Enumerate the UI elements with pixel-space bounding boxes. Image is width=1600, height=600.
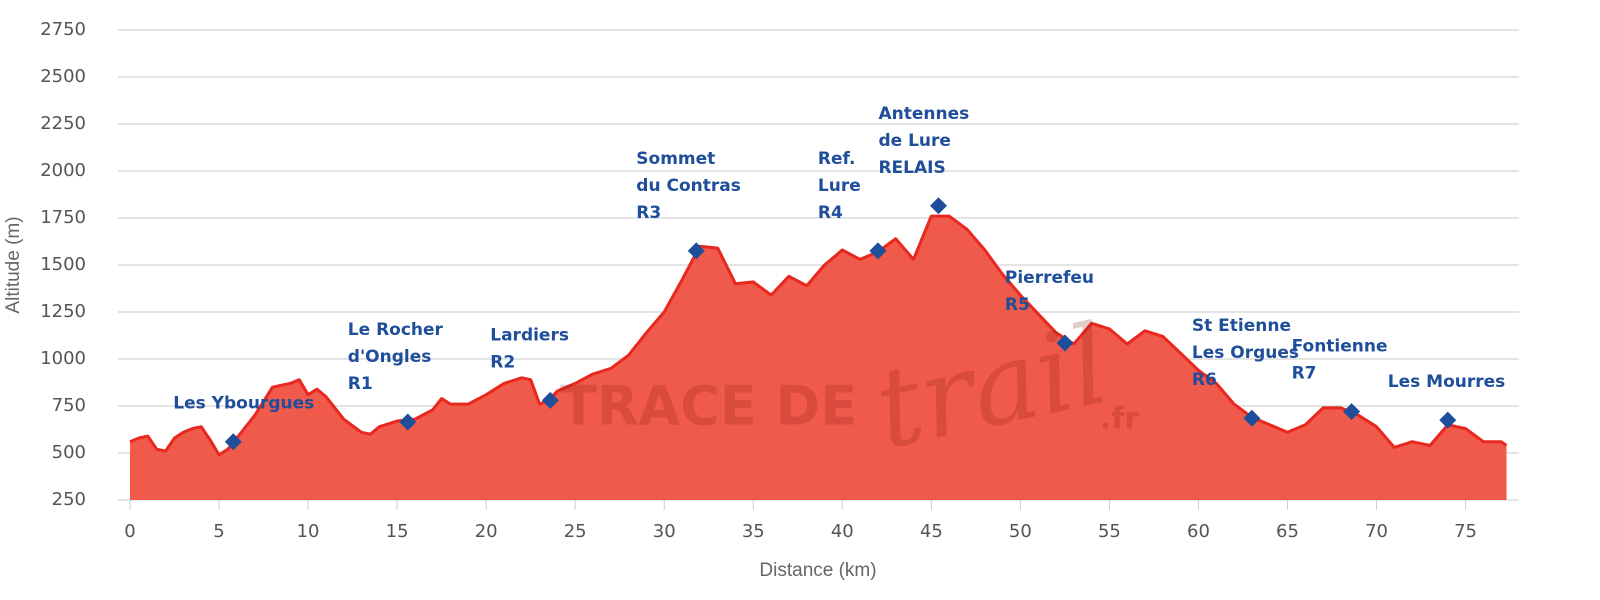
y-tick-label: 1750	[40, 207, 86, 228]
y-tick-label: 1500	[40, 254, 86, 275]
waypoint-marker	[399, 413, 417, 431]
waypoint-label: Les Ybourgues	[173, 394, 314, 414]
y-tick-label: 2500	[40, 66, 86, 87]
waypoint-marker	[687, 242, 705, 260]
waypoint-label: du Contras	[636, 176, 741, 196]
waypoint-label: de Lure	[878, 131, 950, 151]
x-tick-label: 55	[1098, 521, 1121, 542]
waypoint-label: R2	[490, 352, 515, 372]
y-axis-title: Altitude (m)	[3, 216, 24, 313]
waypoint-label: Fontienne	[1292, 337, 1388, 357]
y-tick-label: 250	[52, 489, 86, 510]
x-tick-label: 15	[386, 521, 409, 542]
waypoint-label: RELAIS	[878, 158, 945, 178]
x-tick-label: 25	[564, 521, 587, 542]
x-tick-label: 65	[1276, 521, 1299, 542]
x-tick-label: 40	[831, 521, 854, 542]
waypoint-label: St Etienne	[1192, 316, 1291, 336]
waypoint-label: Ref.	[818, 149, 856, 169]
x-axis-title: Distance (km)	[759, 560, 876, 581]
x-tick-label: 70	[1365, 521, 1388, 542]
x-tick-label: 30	[653, 521, 676, 542]
y-tick-label: 1250	[40, 301, 86, 322]
waypoint-label: R5	[1005, 295, 1030, 315]
waypoint-label: Lardiers	[490, 325, 569, 345]
waypoint-label: R1	[348, 374, 373, 394]
waypoint-label: Le Rocher	[348, 320, 444, 340]
waypoint-label: Les Mourres	[1388, 372, 1506, 392]
x-tick-label: 5	[213, 521, 224, 542]
waypoint-label: R7	[1292, 364, 1317, 384]
waypoint-label: R4	[818, 203, 843, 223]
y-tick-label: 2750	[40, 19, 86, 40]
watermark-text: TRACE DE	[560, 375, 857, 438]
y-tick-label: 500	[52, 442, 86, 463]
waypoint-label: R3	[636, 203, 661, 223]
waypoint-label: Les Orgues	[1192, 343, 1299, 363]
y-tick-label: 2000	[40, 160, 86, 181]
watermark-text: .fr	[1100, 402, 1139, 437]
area-fill	[130, 216, 1507, 500]
y-tick-label: 750	[52, 395, 86, 416]
x-tick-label: 0	[124, 521, 135, 542]
x-tick-label: 35	[742, 521, 765, 542]
waypoint-marker	[869, 242, 887, 260]
waypoint-label: Sommet	[636, 149, 715, 169]
waypoint-marker	[224, 433, 242, 451]
waypoint-label: Lure	[818, 176, 861, 196]
waypoint-marker	[929, 197, 947, 215]
waypoint-label: Antennes	[878, 104, 969, 124]
waypoint-label: d'Ongles	[348, 347, 432, 367]
y-tick-label: 2250	[40, 113, 86, 134]
x-tick-label: 75	[1454, 521, 1477, 542]
x-tick-label: 50	[1009, 521, 1032, 542]
x-tick-label: 10	[297, 521, 320, 542]
x-tick-label: 20	[475, 521, 498, 542]
y-tick-label: 1000	[40, 348, 86, 369]
waypoint-marker	[541, 391, 559, 409]
waypoint-label: Pierrefeu	[1005, 268, 1094, 288]
x-tick-label: 60	[1187, 521, 1210, 542]
waypoint-label: R6	[1192, 370, 1217, 390]
x-tick-label: 45	[920, 521, 943, 542]
